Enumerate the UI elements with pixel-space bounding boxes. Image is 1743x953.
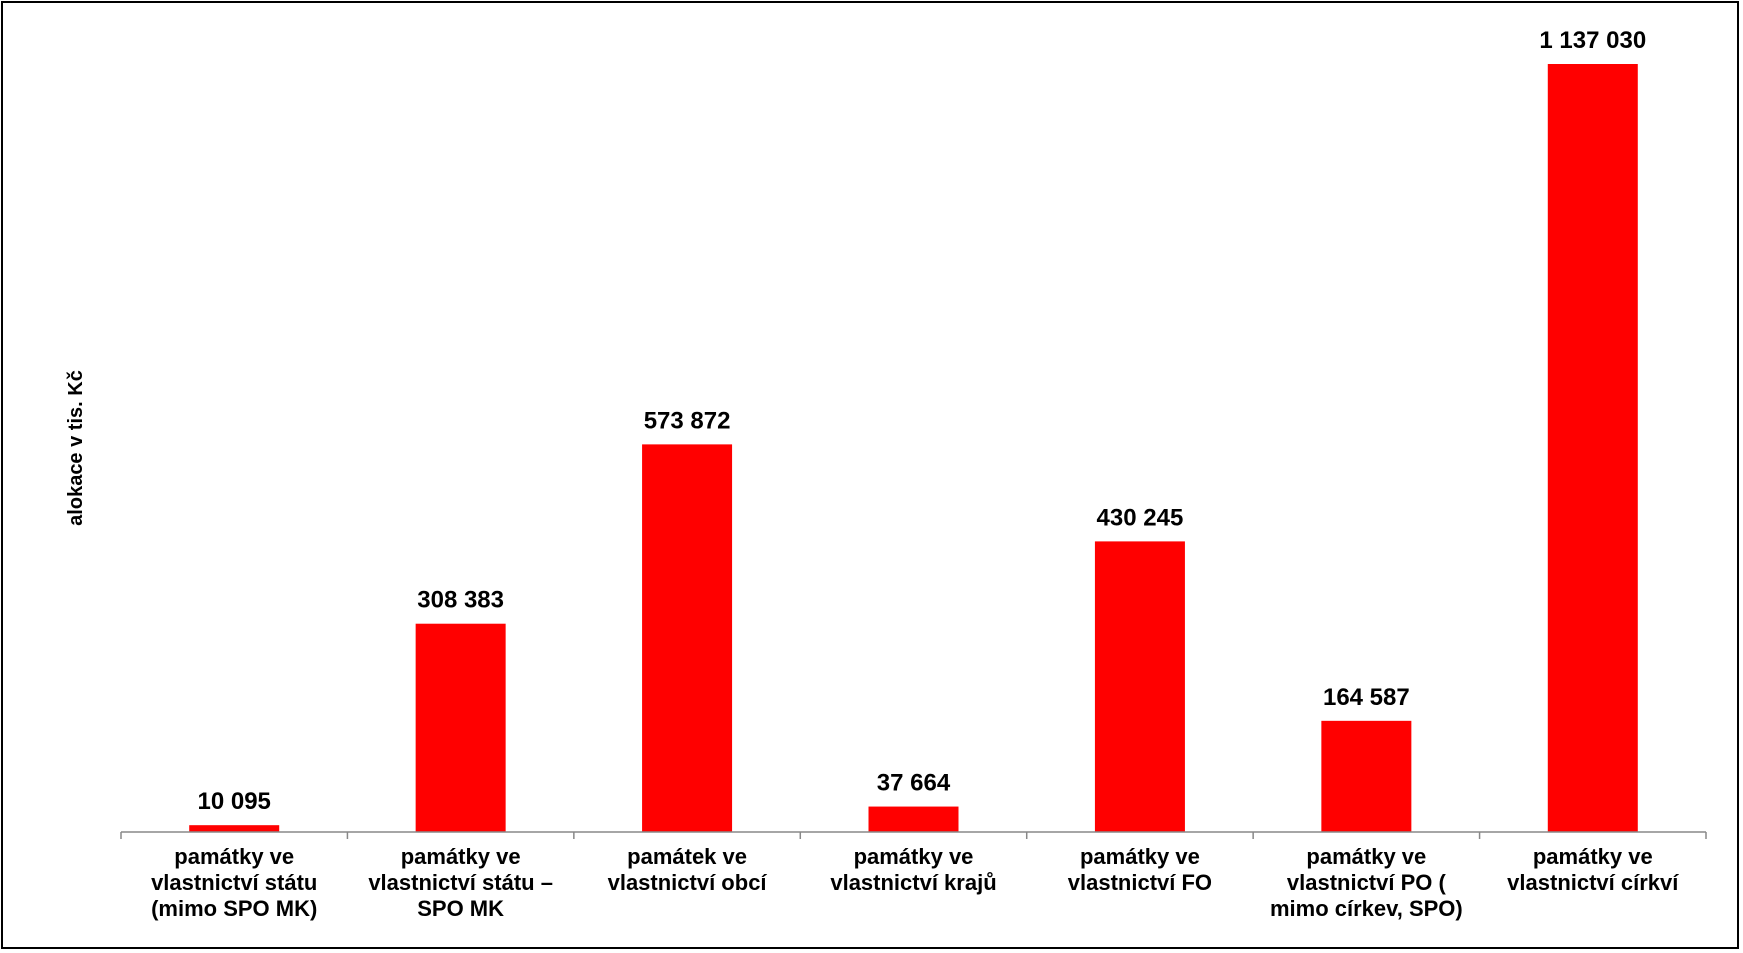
data-label-4: 37 664	[877, 770, 951, 797]
category-label-line: památky ve	[1306, 844, 1426, 869]
category-label-line: památky ve	[1533, 844, 1653, 869]
category-label-5: památky ve vlastnictví FO	[1068, 844, 1212, 895]
data-label-6: 164 587	[1323, 684, 1410, 711]
category-label-line: vlastnictví krajů	[830, 870, 996, 895]
category-label-line: SPO MK	[417, 896, 504, 921]
category-label-line: vlastnictví státu	[151, 870, 317, 895]
bar-3	[642, 444, 733, 832]
category-label-line: památek ve	[627, 844, 747, 869]
bar-1	[189, 825, 280, 832]
data-label-1: 10 095	[198, 788, 271, 815]
category-label-6: památky ve vlastnictví PO (mimo církev, S…	[1270, 844, 1463, 921]
y-axis-label: alokace v tis. Kč	[65, 370, 87, 526]
category-label-line: vlastnictví obcí	[608, 870, 768, 895]
data-label-2: 308 383	[417, 587, 504, 614]
bar-2	[415, 623, 506, 832]
category-label-line: (mimo SPO MK)	[151, 896, 317, 921]
category-label-line: vlastnictví FO	[1068, 870, 1212, 895]
category-label-line: vlastnictví státu –	[368, 870, 553, 895]
category-label-1: památky ve vlastnictví státu (mimo SPO MK)	[151, 844, 317, 921]
bar-chart: alokace v tis. Kč 10 095 308 383 573 872 37…	[65, 27, 1707, 921]
category-label-line: památky ve	[854, 844, 974, 869]
category-label-line: památky ve	[174, 844, 294, 869]
data-label-7: 1 137 030	[1539, 27, 1646, 54]
category-label-line: vlastnictví církví	[1507, 870, 1679, 895]
bar-4	[868, 806, 959, 832]
category-label-line: památky ve	[401, 844, 521, 869]
category-label-2: památky ve vlastnictví státu – SPO MK	[368, 844, 553, 921]
category-label-line: vlastnictví PO (	[1287, 870, 1447, 895]
data-label-5: 430 245	[1097, 504, 1184, 531]
category-label-4: památky ve vlastnictví krajů	[830, 844, 996, 895]
category-label-7: památky ve vlastnictví církví	[1507, 844, 1679, 895]
data-label-3: 573 872	[644, 407, 731, 434]
category-label-line: památky ve	[1080, 844, 1200, 869]
category-label-3: památek ve vlastnictví obcí	[608, 844, 768, 895]
bar-7	[1547, 64, 1638, 832]
bar-6	[1321, 720, 1412, 832]
bar-5	[1094, 541, 1185, 832]
category-label-line: mimo církev, SPO)	[1270, 896, 1463, 921]
